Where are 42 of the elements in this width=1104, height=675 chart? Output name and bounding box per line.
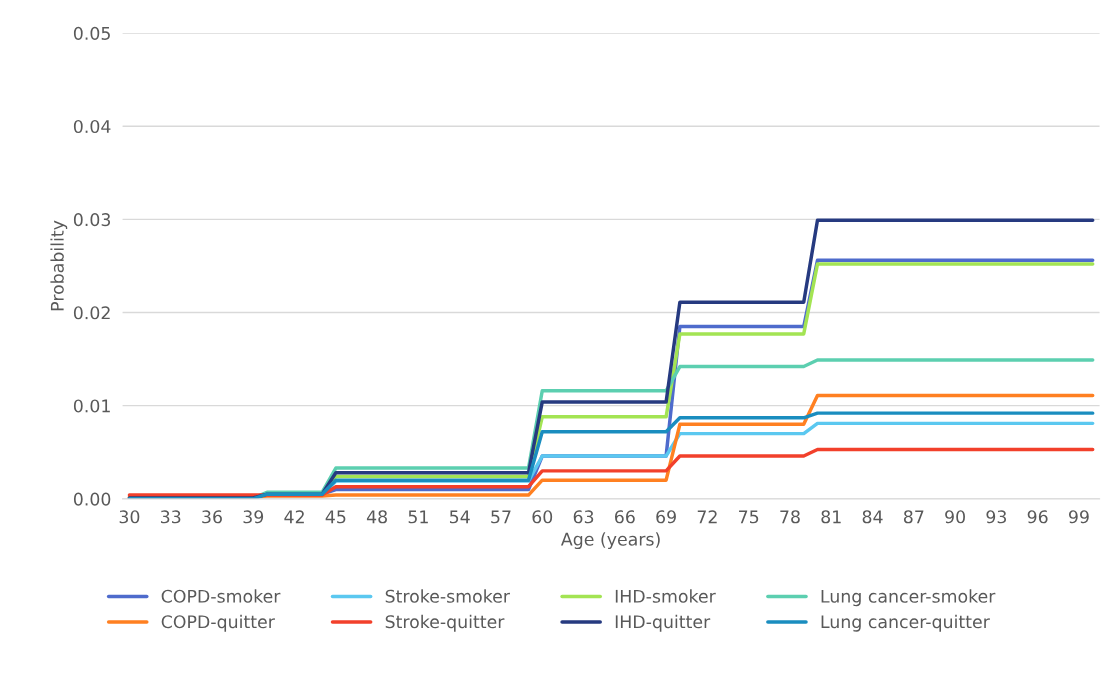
y-tick-label: 0.05 — [73, 26, 110, 40]
x-tick-label: 30 — [119, 510, 140, 524]
line-series — [127, 447, 1095, 497]
x-tick-label: 57 — [491, 510, 511, 524]
x-axis-title: Age (years) — [560, 532, 660, 550]
y-axis-title: Probability — [50, 220, 68, 311]
x-tick-label: 36 — [202, 510, 222, 524]
x-tick-label: 33 — [160, 510, 181, 524]
x-tick-label: 66 — [614, 510, 635, 524]
x-tick-label: 93 — [986, 510, 1007, 524]
legend-label: IHD-quitter — [615, 614, 711, 632]
line-series — [127, 411, 1095, 499]
x-tick-label: 51 — [408, 510, 428, 524]
x-tick-label: 90 — [945, 510, 965, 524]
x-tick-label: 63 — [573, 510, 594, 524]
legend-label: Stroke-smoker — [385, 589, 510, 603]
legend-label: Stroke-quitter — [385, 614, 505, 632]
x-tick-label: 60 — [532, 510, 553, 524]
x-tick-label: 75 — [739, 510, 759, 524]
x-tick-label: 96 — [1027, 510, 1048, 524]
y-tick-label: 0.04 — [73, 119, 111, 134]
legend-label: Lung cancer-quitter — [821, 614, 990, 632]
legend-label: Lung cancer-smoker — [821, 589, 996, 607]
x-tick-label: 99 — [1068, 510, 1089, 524]
x-tick-label: 81 — [821, 510, 841, 524]
x-tick-label: 42 — [284, 510, 304, 524]
x-tick-label: 39 — [243, 510, 264, 524]
x-tick-label: 72 — [697, 510, 717, 524]
x-tick-label: 84 — [862, 510, 883, 524]
x-tick-label: 54 — [449, 510, 470, 524]
y-tick-label: 0.03 — [73, 213, 111, 227]
x-tick-label: 69 — [656, 510, 676, 524]
x-tick-label: 78 — [780, 510, 800, 524]
x-tick-label: 87 — [903, 510, 924, 524]
x-tick-label: 45 — [325, 510, 346, 524]
y-tick-label: 0.01 — [73, 399, 110, 413]
y-tick-label: 0.00 — [73, 492, 111, 506]
legend-label: COPD-smoker — [161, 589, 281, 603]
legend-label: IHD-smoker — [615, 589, 716, 603]
legend-label: COPD-quitter — [161, 614, 275, 632]
y-tick-label: 0.02 — [73, 306, 110, 320]
x-tick-label: 48 — [366, 510, 387, 524]
